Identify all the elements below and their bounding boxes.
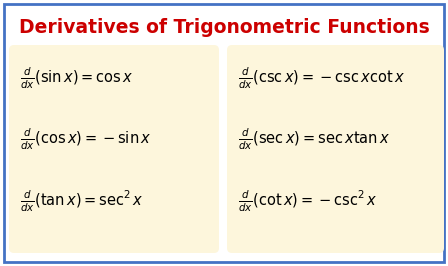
Text: $\frac{d}{dx}(\csc x) = -\csc x\cot x$: $\frac{d}{dx}(\csc x) = -\csc x\cot x$: [238, 65, 405, 91]
Text: $\frac{d}{dx}(\cos x) = -\sin x$: $\frac{d}{dx}(\cos x) = -\sin x$: [20, 126, 151, 152]
Text: $\frac{d}{dx}(\sec x) = \sec x\tan x$: $\frac{d}{dx}(\sec x) = \sec x\tan x$: [238, 126, 390, 152]
FancyBboxPatch shape: [9, 45, 219, 253]
Text: Derivatives of Trigonometric Functions: Derivatives of Trigonometric Functions: [19, 18, 429, 37]
Text: $\frac{d}{dx}(\sin x) = \cos x$: $\frac{d}{dx}(\sin x) = \cos x$: [20, 65, 134, 91]
FancyBboxPatch shape: [4, 4, 444, 262]
Text: $\frac{d}{dx}(\tan x) = \sec^2 x$: $\frac{d}{dx}(\tan x) = \sec^2 x$: [20, 188, 144, 214]
Text: $\frac{d}{dx}(\cot x) = -\csc^2 x$: $\frac{d}{dx}(\cot x) = -\csc^2 x$: [238, 188, 377, 214]
FancyBboxPatch shape: [227, 45, 444, 253]
